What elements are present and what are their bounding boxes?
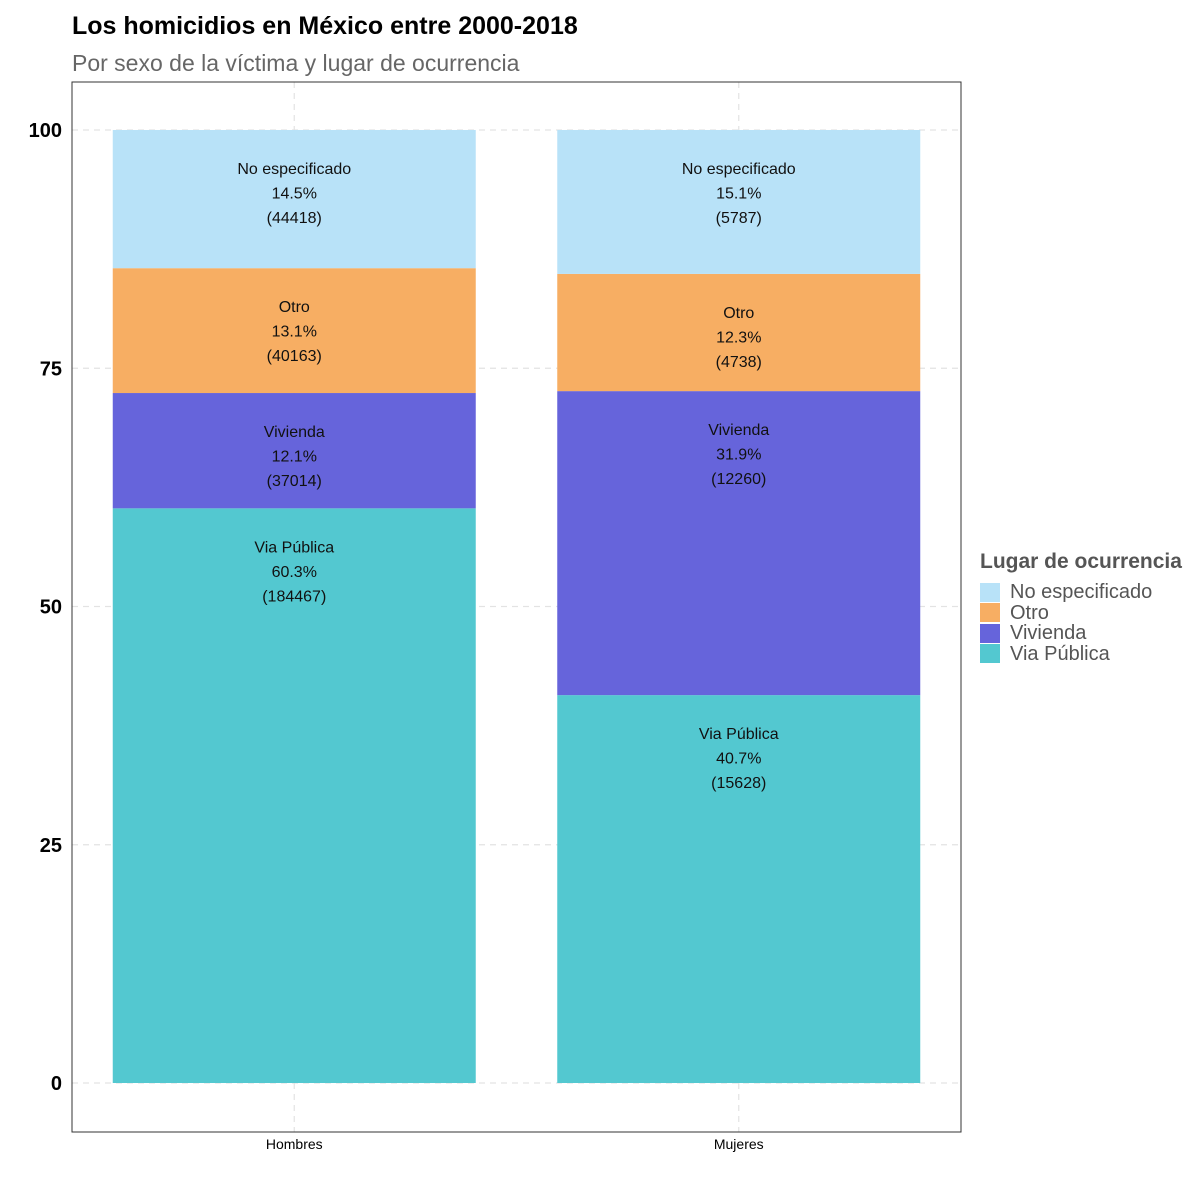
bar-data-label: (40163) xyxy=(267,348,322,365)
bar-data-label: (12260) xyxy=(711,471,766,488)
chart-title: Los homicidios en México entre 2000-2018 xyxy=(72,12,578,40)
bar-data-label: Via Pública xyxy=(254,539,334,556)
bar-data-label: Via Pública xyxy=(699,726,779,743)
y-tick-label: 100 xyxy=(29,120,62,142)
bar-data-label: (44418) xyxy=(267,210,322,227)
plot-panel-border xyxy=(71,81,962,1133)
bar-segment xyxy=(112,508,476,1083)
bar-data-label: (5787) xyxy=(716,210,762,227)
legend-label: Vivienda xyxy=(1010,622,1087,645)
x-tick-label: Hombres xyxy=(266,1136,323,1152)
bar-segment xyxy=(557,695,921,1083)
y-tick-label: 0 xyxy=(51,1073,62,1095)
y-tick-label: 75 xyxy=(40,358,62,380)
legend-item: Otro xyxy=(980,603,1182,624)
x-tick-label: Mujeres xyxy=(714,1136,764,1152)
bar-segment xyxy=(557,130,921,274)
legend-item: Via Pública xyxy=(980,644,1182,665)
bar-data-label: 12.3% xyxy=(716,329,761,346)
bar-data-label: 31.9% xyxy=(716,447,761,464)
bar-data-label: 14.5% xyxy=(272,186,317,203)
bar-data-label: 12.1% xyxy=(272,449,317,466)
legend: Lugar de ocurrencia No especificado Otro V… xyxy=(980,550,1182,664)
bar-data-label: (15628) xyxy=(711,775,766,792)
bar-data-label: (184467) xyxy=(262,588,326,605)
legend-label: No especificado xyxy=(1010,581,1153,604)
bar-data-label: No especificado xyxy=(682,161,796,178)
legend-items: No especificado Otro Vivienda Via Pública xyxy=(980,582,1182,664)
bar-data-label: Vivienda xyxy=(264,424,325,441)
bar-segment xyxy=(557,273,921,392)
bar-data-label: Otro xyxy=(279,299,310,316)
legend-item: No especificado xyxy=(980,582,1182,603)
legend-item: Vivienda xyxy=(980,623,1182,644)
bar-data-label: (37014) xyxy=(267,473,322,490)
legend-key xyxy=(980,644,1000,664)
legend-label: Otro xyxy=(1010,601,1049,624)
bar-segment xyxy=(112,268,476,394)
bar-data-label: Vivienda xyxy=(708,422,769,439)
bar-data-label: Otro xyxy=(723,305,754,322)
bar-data-label: 15.1% xyxy=(716,186,761,203)
legend-key xyxy=(980,603,1000,623)
bar-data-label: 60.3% xyxy=(272,564,317,581)
y-tick-label: 25 xyxy=(40,835,62,857)
legend-label: Via Pública xyxy=(1010,642,1110,665)
legend-title: Lugar de ocurrencia xyxy=(980,550,1182,573)
bar-data-label: 13.1% xyxy=(272,324,317,341)
legend-key xyxy=(980,623,1000,643)
bar-data-label: (4738) xyxy=(716,354,762,371)
bar-segment xyxy=(112,393,476,509)
bar-segment xyxy=(557,391,921,696)
bar-data-label: 40.7% xyxy=(716,751,761,768)
chart-subtitle: Por sexo de la víctima y lugar de ocurre… xyxy=(72,50,520,76)
bar-data-label: No especificado xyxy=(237,161,351,178)
y-tick-label: 50 xyxy=(40,597,62,619)
legend-key xyxy=(980,582,1000,602)
bar-segment xyxy=(112,130,476,269)
